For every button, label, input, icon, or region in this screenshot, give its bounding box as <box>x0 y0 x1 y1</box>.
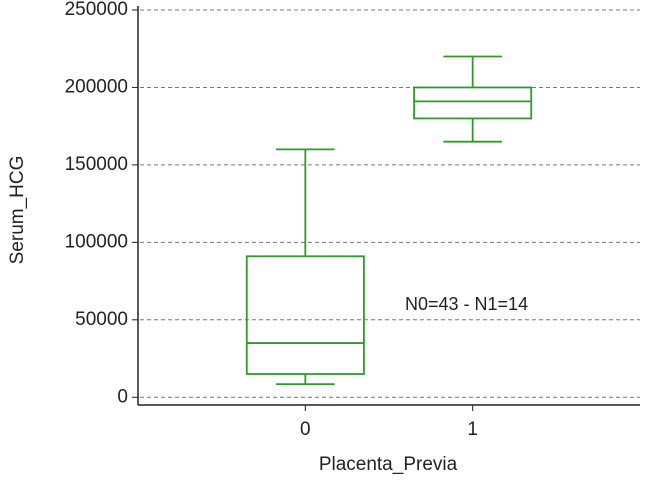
y-axis-label: Serum_HCG <box>7 156 28 265</box>
annotation: N0=43 - N1=14 <box>405 294 528 314</box>
x-axis-label: Placenta_Previa <box>319 454 458 475</box>
x-tick-label: 1 <box>467 419 478 440</box>
box <box>413 86 533 120</box>
y-tick-label: 250000 <box>65 0 128 20</box>
y-tick-label: 100000 <box>65 231 128 252</box>
y-tick-label: 200000 <box>65 76 128 97</box>
box <box>245 255 365 375</box>
x-tick-label: 0 <box>300 419 311 440</box>
y-tick-label: 0 <box>117 386 128 407</box>
y-tick-label: 150000 <box>65 154 128 175</box>
y-tick-label: 50000 <box>75 309 128 330</box>
